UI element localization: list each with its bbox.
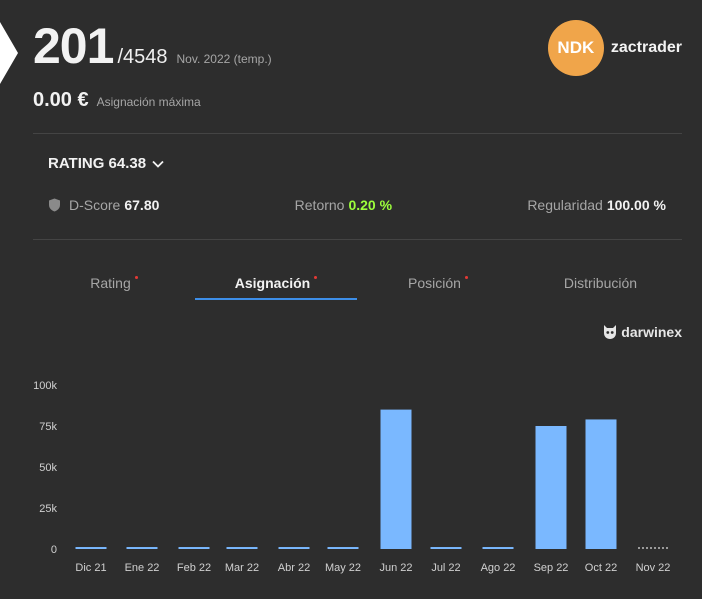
allocation-block: 0.00 € Asignación máxima — [33, 89, 201, 112]
rank-value: 201 — [33, 18, 114, 74]
y-tick-label: 0 — [51, 544, 57, 556]
y-tick-label: 25k — [39, 503, 57, 515]
rank-total: /4548 — [117, 46, 168, 68]
bar[interactable] — [430, 547, 462, 549]
rating-dropdown[interactable]: RATING 64.38 — [48, 155, 164, 172]
return-label: Retorno — [294, 197, 345, 213]
bar[interactable] — [482, 547, 514, 549]
regularity-metric: Regularidad 100.00 % — [527, 197, 666, 213]
darwin-identity[interactable]: NDK zactrader — [547, 20, 682, 76]
chevron-down-icon — [152, 160, 164, 168]
tab-asignacion-label: Asignación — [234, 275, 311, 291]
y-tick-label: 75k — [39, 421, 57, 433]
chart-tabs: Rating Asignación Posición Distribución — [33, 266, 682, 302]
bar[interactable] — [75, 547, 107, 549]
x-tick-label: Mar 22 — [225, 562, 259, 574]
tab-distribucion-label: Distribución — [563, 275, 638, 291]
divider-middle — [33, 239, 682, 240]
rank-period: Nov. 2022 (temp.) — [176, 52, 272, 66]
trader-username[interactable]: zactrader — [610, 39, 682, 56]
tab-posicion[interactable]: Posición — [357, 266, 519, 300]
x-tick-label: May 22 — [325, 562, 361, 574]
bar[interactable] — [126, 547, 158, 549]
x-tick-label: Ago 22 — [481, 562, 516, 574]
tab-distribucion[interactable]: Distribución — [519, 266, 682, 300]
return-metric: Retorno 0.20 % — [295, 197, 392, 213]
tab-posicion-label: Posición — [408, 275, 461, 291]
x-tick-label: Abr 22 — [278, 562, 310, 574]
previous-arrow[interactable] — [0, 22, 18, 84]
darwinex-logo-icon — [604, 325, 617, 339]
rating-metrics: D-Score 67.80 Retorno 0.20 % Regularidad… — [48, 197, 666, 213]
regularity-value: 100.00 % — [606, 197, 666, 213]
x-tick-label: Ene 22 — [125, 562, 160, 574]
tab-rating-label: Rating — [90, 275, 131, 291]
allocation-bar-chart: 0 25k 50k 75k 100k Dic 21 Ene 22 Feb 22 Mar 22 Ab… — [33, 380, 671, 574]
y-tick-label: 100k — [33, 380, 57, 392]
dscore-label: D-Score — [69, 197, 121, 213]
tab-rating[interactable]: Rating — [33, 266, 195, 300]
x-tick-label: Dic 21 — [75, 562, 106, 574]
bar[interactable] — [327, 547, 359, 549]
bar[interactable] — [178, 547, 210, 549]
allocation-value: 0.00 € — [33, 89, 89, 111]
bar[interactable] — [226, 547, 258, 549]
rating-label: RATING 64.38 — [48, 155, 147, 172]
tab-posicion-dot — [464, 276, 468, 279]
dscore-metric: D-Score 67.80 — [48, 197, 159, 213]
active-tab-underline — [195, 298, 357, 300]
dscore-value: 67.80 — [124, 197, 160, 213]
allocation-label: Asignación máxima — [96, 95, 201, 109]
rank-block: 201 /4548 Nov. 2022 (temp.) — [33, 18, 272, 74]
bar[interactable] — [535, 426, 567, 549]
tab-asignacion-dot — [314, 276, 318, 279]
x-tick-label: Nov 22 — [636, 562, 671, 574]
x-tick-label: Feb 22 — [177, 562, 211, 574]
return-value: 0.20 % — [348, 197, 393, 213]
divider-top — [33, 133, 682, 134]
bar[interactable] — [380, 409, 412, 549]
regularity-label: Regularidad — [527, 197, 603, 213]
brand-name: darwinex — [621, 324, 682, 340]
x-tick-label: Jun 22 — [379, 562, 412, 574]
tab-asignacion[interactable]: Asignación — [195, 266, 357, 300]
x-tick-label: Jul 22 — [431, 562, 460, 574]
tab-rating-dot — [134, 276, 138, 279]
bar[interactable] — [278, 547, 310, 549]
darwin-badge[interactable]: NDK — [547, 20, 604, 76]
shield-icon — [49, 198, 60, 212]
y-tick-label: 50k — [39, 462, 57, 474]
x-tick-label: Sep 22 — [534, 562, 569, 574]
bar[interactable] — [585, 419, 617, 549]
x-tick-label: Oct 22 — [585, 562, 617, 574]
darwinex-brand: darwinex — [603, 324, 682, 340]
